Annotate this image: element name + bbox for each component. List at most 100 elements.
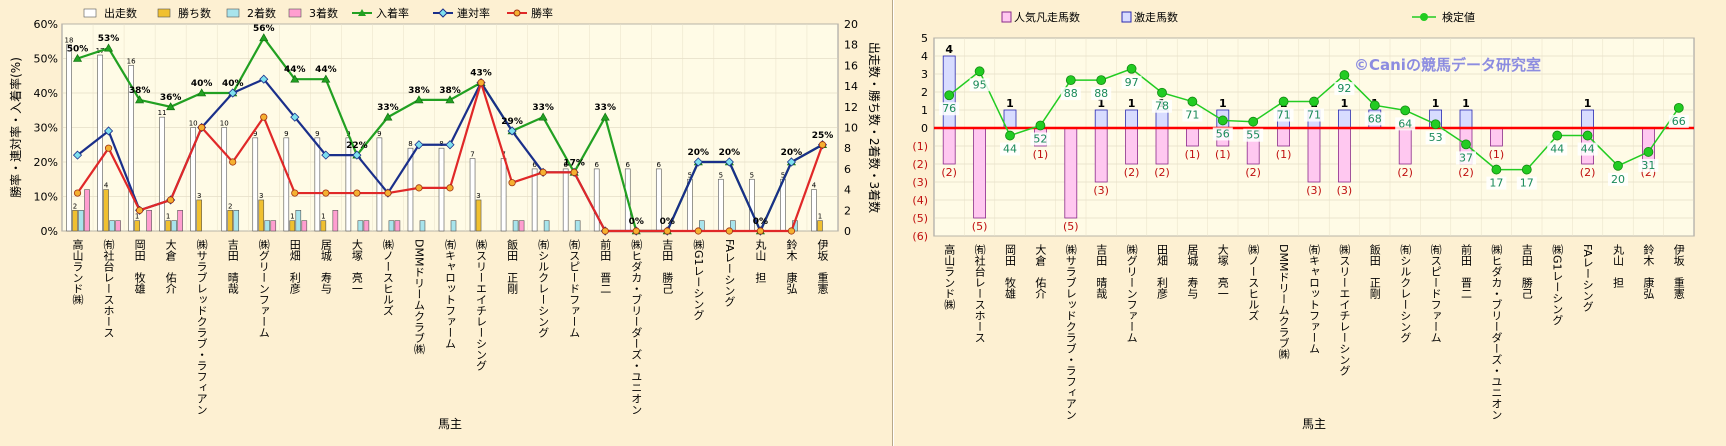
place-rate-marker	[104, 43, 114, 52]
test-value-label: 52	[1033, 132, 1047, 145]
wins-bar	[475, 199, 482, 232]
starts-bar-label: 6	[626, 161, 631, 169]
wins-bar	[289, 220, 296, 232]
win-rate-marker	[632, 227, 640, 235]
popular-bar-label: (1)	[1185, 148, 1201, 161]
legend-label: 連対率	[457, 6, 490, 20]
test-value-marker	[1491, 164, 1502, 175]
test-value-label: 71	[1307, 109, 1321, 122]
starts-bar	[97, 54, 103, 232]
category-label: ㈲シルクレーシング	[1399, 244, 1412, 343]
category-label: ㈱サラブレッドクラブ・ラフィアン	[1064, 244, 1077, 420]
category-label: 吉田 勝己	[1520, 244, 1533, 299]
starts-bar-label: 6	[657, 161, 662, 169]
place-rate-label: 22%	[346, 141, 368, 151]
legend-swatch	[288, 8, 302, 18]
rentai-rate-marker	[786, 157, 797, 167]
test-value-label: 71	[1185, 109, 1199, 122]
test-value-marker	[1309, 96, 1319, 107]
category-label: 丸山 担	[1612, 244, 1625, 288]
test-value-label-bg	[1152, 99, 1172, 113]
test-value-marker	[1096, 75, 1107, 86]
seconds-bar	[543, 220, 550, 232]
starts-bar-label: 5	[750, 171, 754, 179]
category-label: 飯田 正剛	[1368, 243, 1381, 300]
starts-bar-label: 11	[158, 109, 167, 117]
test-value-label: 44	[1550, 143, 1564, 156]
legend-marker	[358, 9, 366, 16]
popular-bar-label: (3)	[1093, 184, 1109, 197]
wins-bar-label: 1	[135, 213, 139, 221]
wins-bar-label: 3	[197, 192, 201, 200]
test-value-marker	[1582, 130, 1593, 141]
right-tick-label: 18	[844, 39, 858, 52]
category-label: 鈴木 康弘	[785, 238, 798, 294]
win-rate-marker	[167, 196, 175, 204]
popular-bar	[1185, 127, 1199, 147]
win-rate-marker	[446, 184, 454, 192]
popular-bar-label: (1)	[1276, 148, 1292, 161]
place-rate-marker	[135, 95, 145, 104]
test-value-marker	[1217, 115, 1228, 126]
test-value-label: 64	[1398, 117, 1412, 130]
place-rate-marker	[259, 33, 269, 42]
test-value-label-bg	[1668, 114, 1689, 128]
legend-label: 3着数	[309, 6, 338, 20]
y-tick-label: (6)	[912, 230, 928, 243]
place-rate-label: 44%	[284, 65, 306, 75]
category-label: ㈲キャロットファーム	[1308, 244, 1321, 354]
test-value-marker	[1248, 116, 1259, 127]
test-value-marker	[1461, 139, 1471, 150]
popular-bar-label: (1)	[1489, 148, 1505, 161]
test-value-marker	[1005, 130, 1015, 141]
category-label: 吉田 晴哉	[1095, 244, 1108, 299]
wins-bar-label: 3	[476, 192, 480, 200]
place-rate-label: 20%	[781, 148, 803, 158]
category-label: 飯田 正剛	[506, 238, 519, 295]
test-value-label-bg	[1456, 151, 1476, 165]
place-rate-marker	[600, 112, 610, 121]
test-value-label: 95	[973, 78, 987, 91]
test-value-marker	[1278, 96, 1289, 107]
popular-bar-label: (1)	[1033, 148, 1049, 161]
category-label: ㈲キャロットファーム	[444, 239, 457, 349]
starts-bar-label: 6	[594, 161, 599, 169]
win-rate-marker	[818, 141, 827, 149]
win-rate-marker	[353, 189, 361, 197]
category-label: 伊坂 重憲	[1672, 244, 1685, 299]
fierce-bar-label: 1	[1341, 97, 1349, 110]
legend-marker	[438, 8, 448, 18]
wins-bar	[134, 220, 140, 232]
place-rate-label: 29%	[501, 117, 523, 127]
legend-label: 勝率	[531, 6, 553, 20]
legend-swatch	[1121, 11, 1132, 23]
category-label: 大倉 佑介	[1034, 243, 1047, 299]
test-value-label: 88	[1094, 87, 1108, 100]
starts-bar-label: 5	[719, 171, 723, 179]
win-rate-marker	[601, 227, 609, 235]
category-label: ㈲社台レースホース	[102, 239, 115, 338]
wins-bar-label: 1	[166, 213, 170, 221]
category-label: 田畑 利彦	[1156, 244, 1169, 300]
legend-label: 入着率	[376, 6, 409, 20]
seconds-bar	[419, 220, 426, 232]
category-label: 田畑 利彦	[288, 239, 301, 295]
category-label: 丸山 担	[754, 239, 767, 283]
right-tick-label: 0	[844, 225, 851, 238]
upset-test-chart: 5 4 3 2 1 0 (1) (2) (3) (4) (5) (6) 馬主 ©Caniの競馬データ研究室…	[912, 10, 1695, 431]
starts-bar	[345, 137, 352, 232]
category-label: FAレーシング	[723, 239, 736, 307]
watermark: ©Caniの競馬データ研究室	[1354, 56, 1541, 74]
popular-bar-label: (2)	[1580, 166, 1596, 179]
left-tick-label: 60%	[34, 18, 58, 31]
place-rate-marker	[166, 102, 176, 111]
place-rate-label: 38%	[439, 86, 461, 96]
thirds-bar	[301, 220, 308, 232]
category-label: 前田 晋二	[1460, 243, 1473, 299]
category-label: 居城 寿与	[319, 239, 332, 294]
starts-bar-label: 9	[253, 130, 257, 138]
starts-bar-label: 9	[377, 130, 381, 138]
test-value-label-bg	[1638, 158, 1659, 172]
popular-bar-label: (2)	[941, 166, 957, 179]
category-label: DMMドリームクラブ㈱	[412, 239, 425, 354]
